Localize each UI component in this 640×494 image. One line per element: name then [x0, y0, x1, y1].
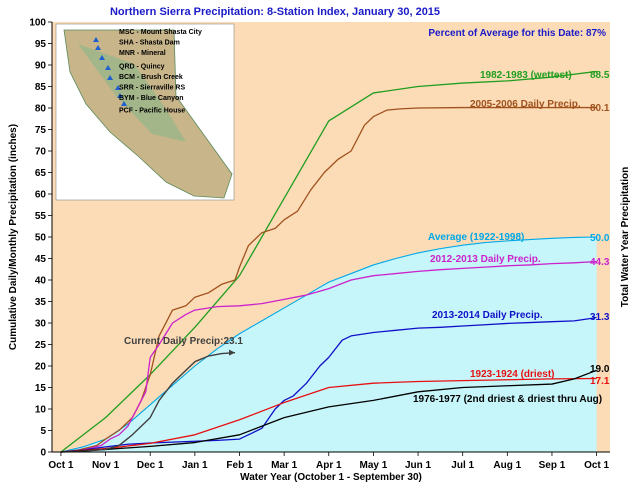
- x-tick-label: Dec 1: [137, 460, 164, 471]
- y-tick-label: 95: [35, 39, 47, 50]
- station-marker-icon: [115, 85, 121, 90]
- y-tick-label: 25: [35, 340, 47, 351]
- y-tick-label: 70: [35, 147, 47, 158]
- x-tick-label: Oct 1: [48, 460, 73, 471]
- map-station-label: MSC - Mount Shasta City: [119, 29, 202, 36]
- x-tick-label: May 1: [360, 460, 388, 471]
- y-tick-label: 90: [35, 61, 47, 72]
- x-tick-label: Nov 1: [92, 460, 120, 471]
- y-tick-label: 55: [35, 211, 47, 222]
- x-tick-label: Jan 1: [182, 460, 208, 471]
- map-station-label: PCF - Pacific House: [119, 108, 185, 115]
- y-tick-label: 5: [40, 426, 46, 437]
- series-line: [60, 316, 597, 453]
- series-end-value: 17.1: [590, 376, 610, 387]
- series-label: 2013-2014 Daily Precip.: [432, 310, 543, 321]
- x-tick-label: Jun 1: [405, 460, 432, 471]
- series-end-value: 88.5: [590, 70, 610, 81]
- series-end-value: 19.0: [590, 364, 610, 375]
- y-tick-label: 35: [35, 297, 47, 308]
- x-tick-label: Apr 1: [316, 460, 342, 471]
- chart-title: Northern Sierra Precipitation: 8-Station…: [110, 6, 440, 18]
- x-tick-label: Oct 1: [584, 460, 609, 471]
- series-label: 1923-1924 (driest): [470, 369, 555, 380]
- average-line: [60, 236, 597, 453]
- series-label: 1976-1977 (2nd driest & driest thru Aug): [413, 394, 602, 405]
- y-tick-label: 15: [35, 383, 47, 394]
- series-line: [60, 369, 597, 453]
- x-tick-label: Feb 1: [226, 460, 253, 471]
- y-tick-label: 75: [35, 125, 47, 136]
- map-station-label: SRR - Sierraville RS: [119, 85, 185, 92]
- station-marker-icon: [107, 75, 113, 80]
- map-station-label: SHA - Shasta Dam: [119, 40, 180, 47]
- y-tick-label: 0: [40, 448, 46, 459]
- current-arrow-icon: [229, 349, 236, 356]
- x-tick-label: Aug 1: [493, 460, 521, 471]
- y-tick-label: 10: [35, 405, 47, 416]
- y-tick-label: 100: [29, 18, 46, 29]
- average-area: [60, 237, 597, 452]
- series-end-value: 50.0: [590, 233, 610, 244]
- map-station-label: MNR - Mineral: [119, 50, 166, 57]
- series-line: [60, 260, 597, 453]
- series-end-value: 31.3: [590, 312, 610, 323]
- series-label: Average (1922-1998): [428, 232, 524, 243]
- series-end-value: 80.1: [590, 103, 610, 114]
- right-axis-title: Total Water Year Precipitation: [620, 167, 631, 307]
- x-tick-label: Mar 1: [271, 460, 298, 471]
- station-marker-icon: [93, 37, 99, 42]
- y-tick-label: 45: [35, 254, 47, 265]
- series-label: 1982-1983 (wettest): [480, 70, 572, 81]
- series-end-value: 44.3: [590, 257, 610, 268]
- map-station-label: BYM - Blue Canyon: [119, 95, 184, 102]
- y-tick-label: 85: [35, 82, 47, 93]
- y-tick-label: 40: [35, 276, 47, 287]
- station-marker-icon: [95, 45, 101, 50]
- percent-of-average-note: Percent of Average for this Date: 87%: [428, 28, 606, 39]
- station-marker-icon: [117, 93, 123, 98]
- station-marker-icon: [99, 55, 105, 60]
- map-station-label: BCM - Brush Creek: [119, 74, 183, 81]
- x-tick-label: Sep 1: [539, 460, 566, 471]
- station-marker-icon: [121, 101, 127, 106]
- y-tick-label: 65: [35, 168, 47, 179]
- station-marker-icon: [105, 65, 111, 70]
- current-precip-line: [60, 351, 236, 453]
- series-label: 2005-2006 Daily Precip.: [470, 99, 581, 110]
- series-label: Current Daily Precip:23.1: [124, 336, 243, 347]
- y-tick-label: 20: [35, 362, 47, 373]
- y-tick-label: 30: [35, 319, 47, 330]
- x-axis-title: Water Year (October 1 - September 30): [240, 472, 422, 483]
- y-tick-label: 60: [35, 190, 47, 201]
- series-label: 2012-2013 Daily Precip.: [430, 254, 541, 265]
- y-axis-title: Cumulative Daily/Monthly Precipitation (…: [8, 124, 19, 350]
- map-mountains: [78, 44, 186, 142]
- x-tick-label: Jul 1: [451, 460, 474, 471]
- y-tick-label: 50: [35, 233, 47, 244]
- y-tick-label: 80: [35, 104, 47, 115]
- series-line: [60, 377, 597, 453]
- map-station-label: QRD - Quincy: [119, 64, 165, 71]
